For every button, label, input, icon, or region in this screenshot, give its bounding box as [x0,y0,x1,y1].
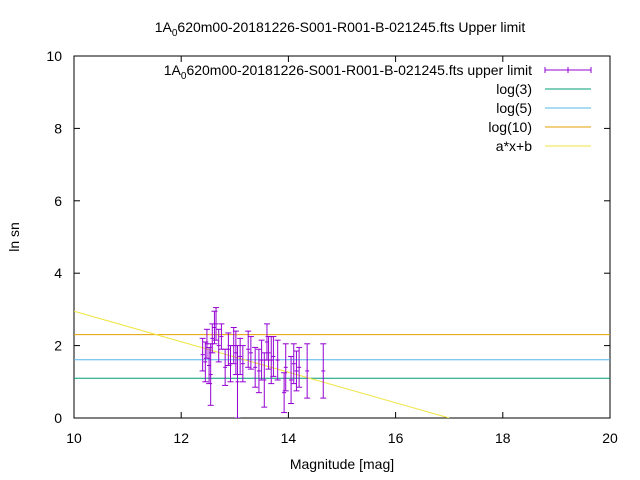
data-point [247,336,254,370]
y-tick-label: 8 [54,120,62,136]
y-axis-label: ln sn [6,222,22,252]
data-point [296,346,303,388]
plot-frame [73,55,611,419]
series-lines [74,310,610,418]
data-point [281,372,288,414]
x-tick-label: 10 [66,430,82,446]
data-point [270,336,277,377]
x-tick-label: 18 [495,430,511,446]
legend-label-suffix: 620m00-20181226-S001-R001-B-021245.fts u… [186,62,532,78]
chart-title: 1A0620m00-20181226-S001-R001-B-021245.ft… [155,19,526,39]
data-point [288,355,295,405]
y-tick-label: 10 [46,48,62,64]
data-point [282,343,289,392]
data-point [199,337,206,372]
chart-title-subscript: 0 [172,28,178,39]
legend-label-prefix: 1A [164,62,182,78]
data-point [252,346,259,388]
x-axis-label: Magnitude [mag] [290,456,394,472]
legend-sample-upper-limit [544,67,592,73]
data-point [239,345,246,383]
data-point [274,339,281,381]
legend-label-log3: log(3) [496,81,532,97]
data-point [304,343,311,399]
x-tick-label: 14 [281,430,297,446]
x-tick-labels: 10 12 14 16 18 20 [66,430,618,446]
legend-label-upper-limit: 1A0620m00-20181226-S001-R001-B-021245.ft… [164,62,532,82]
data-point [215,328,222,363]
axis-ticks [73,55,611,419]
y-tick-labels: 0 2 4 6 8 10 [46,48,62,426]
chart-title-prefix: 1A [155,19,173,35]
data-point [237,337,244,376]
x-tick-label: 16 [388,430,404,446]
x-tick-label: 12 [173,430,189,446]
data-point [293,350,300,392]
data-point [213,307,220,341]
chart-title-suffix: 620m00-20181226-S001-R001-B-021245.fts U… [177,19,525,35]
y-tick-label: 0 [54,410,62,426]
legend: 1A0620m00-20181226-S001-R001-B-021245.ft… [164,62,592,154]
legend-label-subscript: 0 [181,71,187,82]
y-tick-label: 6 [54,193,62,209]
legend-label-log10: log(10) [488,119,532,135]
x-tick-label: 20 [602,430,618,446]
y-tick-label: 4 [54,265,62,281]
data-point [245,330,252,368]
legend-label-log5: log(5) [496,100,532,116]
data-point [234,345,241,418]
legend-label-fit: a*x+b [496,138,532,154]
data-point [207,343,214,406]
data-point [261,352,268,408]
data-point [255,348,262,394]
data-point [320,343,327,399]
data-point [218,323,225,350]
data-point [290,343,297,385]
y-tick-label: 2 [54,338,62,354]
errorbar-series [199,307,327,418]
